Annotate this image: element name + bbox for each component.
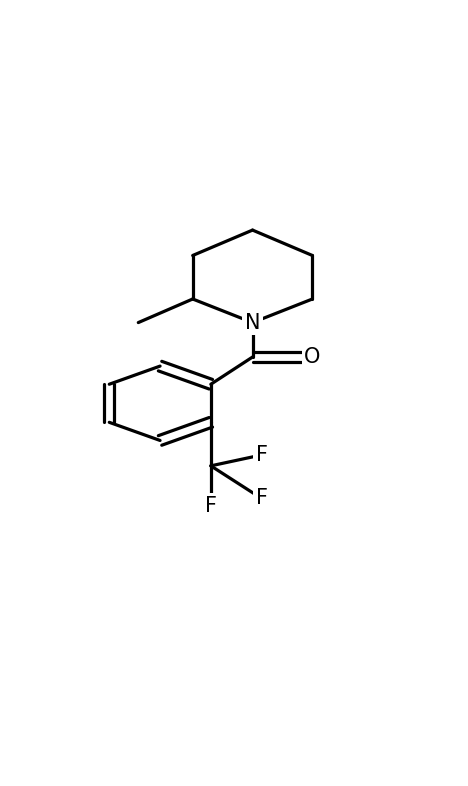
Text: O: O	[304, 347, 321, 367]
Text: N: N	[245, 313, 260, 332]
Text: F: F	[256, 488, 268, 509]
Text: F: F	[205, 496, 217, 516]
Text: F: F	[256, 445, 268, 465]
